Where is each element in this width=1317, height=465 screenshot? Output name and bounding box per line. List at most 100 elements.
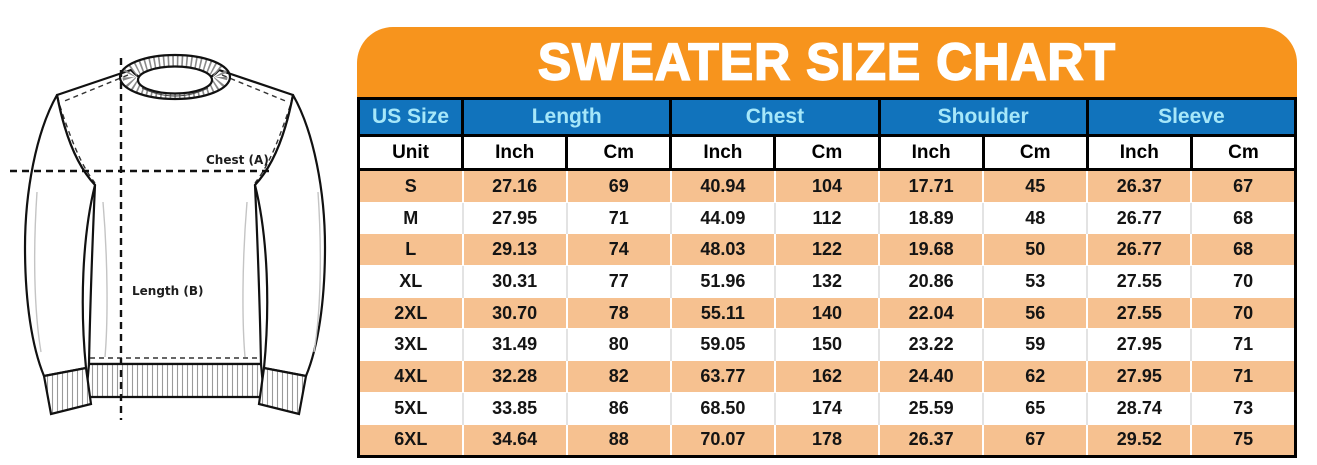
value-cell: 50 xyxy=(983,233,1089,267)
value-cell: 174 xyxy=(774,392,881,424)
value-cell: 112 xyxy=(774,202,881,234)
chart-title: SWEATER SIZE CHART xyxy=(537,32,1117,92)
sweater-hem xyxy=(84,362,266,399)
table-row: 2XL 30.70 78 55.11 140 22.04 56 27.55 70 xyxy=(358,296,1296,330)
value-cell: 70.07 xyxy=(670,423,776,458)
size-cell: M xyxy=(358,202,464,234)
value-cell: 26.77 xyxy=(1087,202,1193,234)
value-cell: 27.55 xyxy=(1087,296,1193,330)
col-header-chest: Chest xyxy=(669,97,881,137)
size-cell: XL xyxy=(358,265,464,298)
size-cell: L xyxy=(358,233,464,267)
chest-label: Chest (A) xyxy=(206,153,269,167)
table-row: 3XL 31.49 80 59.05 150 23.22 59 27.95 71 xyxy=(358,328,1296,361)
value-cell: 86 xyxy=(566,392,672,424)
value-cell: 51.96 xyxy=(670,265,776,298)
unit-cell: Inch xyxy=(461,134,569,171)
unit-cell: Inch xyxy=(877,134,985,171)
value-cell: 73 xyxy=(1191,392,1296,424)
value-cell: 23.22 xyxy=(879,328,985,361)
value-cell: 45 xyxy=(983,169,1089,203)
value-cell: 62 xyxy=(983,360,1089,393)
value-cell: 67 xyxy=(1191,169,1296,203)
sweater-sketch-svg: Chest (A) Length (B) xyxy=(10,53,327,420)
sweater-right-cuff xyxy=(257,366,308,416)
length-label: Length (B) xyxy=(132,284,204,298)
value-cell: 70 xyxy=(1191,296,1296,330)
value-cell: 17.71 xyxy=(879,169,985,203)
sweater-body xyxy=(55,68,295,366)
col-header-shoulder: Shoulder xyxy=(877,97,1089,137)
unit-cell: Cm xyxy=(565,134,673,171)
size-cell: 2XL xyxy=(358,296,464,330)
sweater-left-cuff xyxy=(42,366,93,416)
value-cell: 75 xyxy=(1191,423,1296,458)
size-cell: 3XL xyxy=(358,328,464,361)
unit-cell: Cm xyxy=(1189,134,1298,171)
value-cell: 65 xyxy=(983,392,1089,424)
value-cell: 78 xyxy=(566,296,672,330)
value-cell: 80 xyxy=(566,328,672,361)
value-cell: 20.86 xyxy=(879,265,985,298)
value-cell: 59 xyxy=(983,328,1089,361)
size-chart-panel: SWEATER SIZE CHART US Size Length Chest … xyxy=(356,27,1298,459)
value-cell: 26.37 xyxy=(1087,169,1193,203)
value-cell: 27.55 xyxy=(1087,265,1193,298)
value-cell: 68 xyxy=(1191,233,1296,267)
size-cell: 4XL xyxy=(358,360,464,393)
group-header-row: US Size Length Chest Shoulder Sleeve xyxy=(356,97,1298,137)
value-cell: 68.50 xyxy=(670,392,776,424)
value-cell: 71 xyxy=(1191,328,1296,361)
value-cell: 71 xyxy=(566,202,672,234)
value-cell: 25.59 xyxy=(879,392,985,424)
table-row: L 29.13 74 48.03 122 19.68 50 26.77 68 xyxy=(358,233,1296,267)
value-cell: 19.68 xyxy=(879,233,985,267)
value-cell: 82 xyxy=(566,360,672,393)
col-header-sleeve: Sleeve xyxy=(1085,97,1298,137)
value-cell: 140 xyxy=(774,296,881,330)
value-cell: 40.94 xyxy=(670,169,776,203)
value-cell: 26.37 xyxy=(879,423,985,458)
table-row: 6XL 34.64 88 70.07 178 26.37 67 29.52 75 xyxy=(358,423,1296,458)
col-header-us-size: US Size xyxy=(356,97,465,137)
value-cell: 22.04 xyxy=(879,296,985,330)
value-cell: 48.03 xyxy=(670,233,776,267)
value-cell: 88 xyxy=(566,423,672,458)
value-cell: 77 xyxy=(566,265,672,298)
unit-cell: Inch xyxy=(1085,134,1193,171)
value-cell: 27.95 xyxy=(462,202,568,234)
value-cell: 68 xyxy=(1191,202,1296,234)
value-cell: 53 xyxy=(983,265,1089,298)
unit-cell: Cm xyxy=(981,134,1089,171)
value-cell: 31.49 xyxy=(462,328,568,361)
value-cell: 34.64 xyxy=(462,423,568,458)
value-cell: 122 xyxy=(774,233,881,267)
unit-cell: Cm xyxy=(773,134,881,171)
col-header-length: Length xyxy=(461,97,673,137)
value-cell: 69 xyxy=(566,169,672,203)
value-cell: 48 xyxy=(983,202,1089,234)
value-cell: 30.70 xyxy=(462,296,568,330)
value-cell: 28.74 xyxy=(1087,392,1193,424)
chart-title-banner: SWEATER SIZE CHART xyxy=(357,27,1297,97)
value-cell: 132 xyxy=(774,265,881,298)
value-cell: 26.77 xyxy=(1087,233,1193,267)
size-cell: 6XL xyxy=(358,423,464,458)
unit-header-row: Unit Inch Cm Inch Cm Inch Cm Inch Cm xyxy=(356,134,1298,171)
table-row: XL 30.31 77 51.96 132 20.86 53 27.55 70 xyxy=(358,265,1296,298)
table-row: M 27.95 71 44.09 112 18.89 48 26.77 68 xyxy=(358,202,1296,234)
size-cell: 5XL xyxy=(358,392,464,424)
value-cell: 30.31 xyxy=(462,265,568,298)
table-row: S 27.16 69 40.94 104 17.71 45 26.37 67 xyxy=(358,169,1296,203)
value-cell: 33.85 xyxy=(462,392,568,424)
size-cell: S xyxy=(358,169,464,203)
value-cell: 18.89 xyxy=(879,202,985,234)
value-cell: 29.52 xyxy=(1087,423,1193,458)
value-cell: 55.11 xyxy=(670,296,776,330)
table-row: 4XL 32.28 82 63.77 162 24.40 62 27.95 71 xyxy=(358,360,1296,393)
value-cell: 71 xyxy=(1191,360,1296,393)
table-row: 5XL 33.85 86 68.50 174 25.59 65 28.74 73 xyxy=(358,392,1296,424)
size-table: US Size Length Chest Shoulder Sleeve Uni… xyxy=(356,97,1298,459)
value-cell: 32.28 xyxy=(462,360,568,393)
value-cell: 44.09 xyxy=(670,202,776,234)
